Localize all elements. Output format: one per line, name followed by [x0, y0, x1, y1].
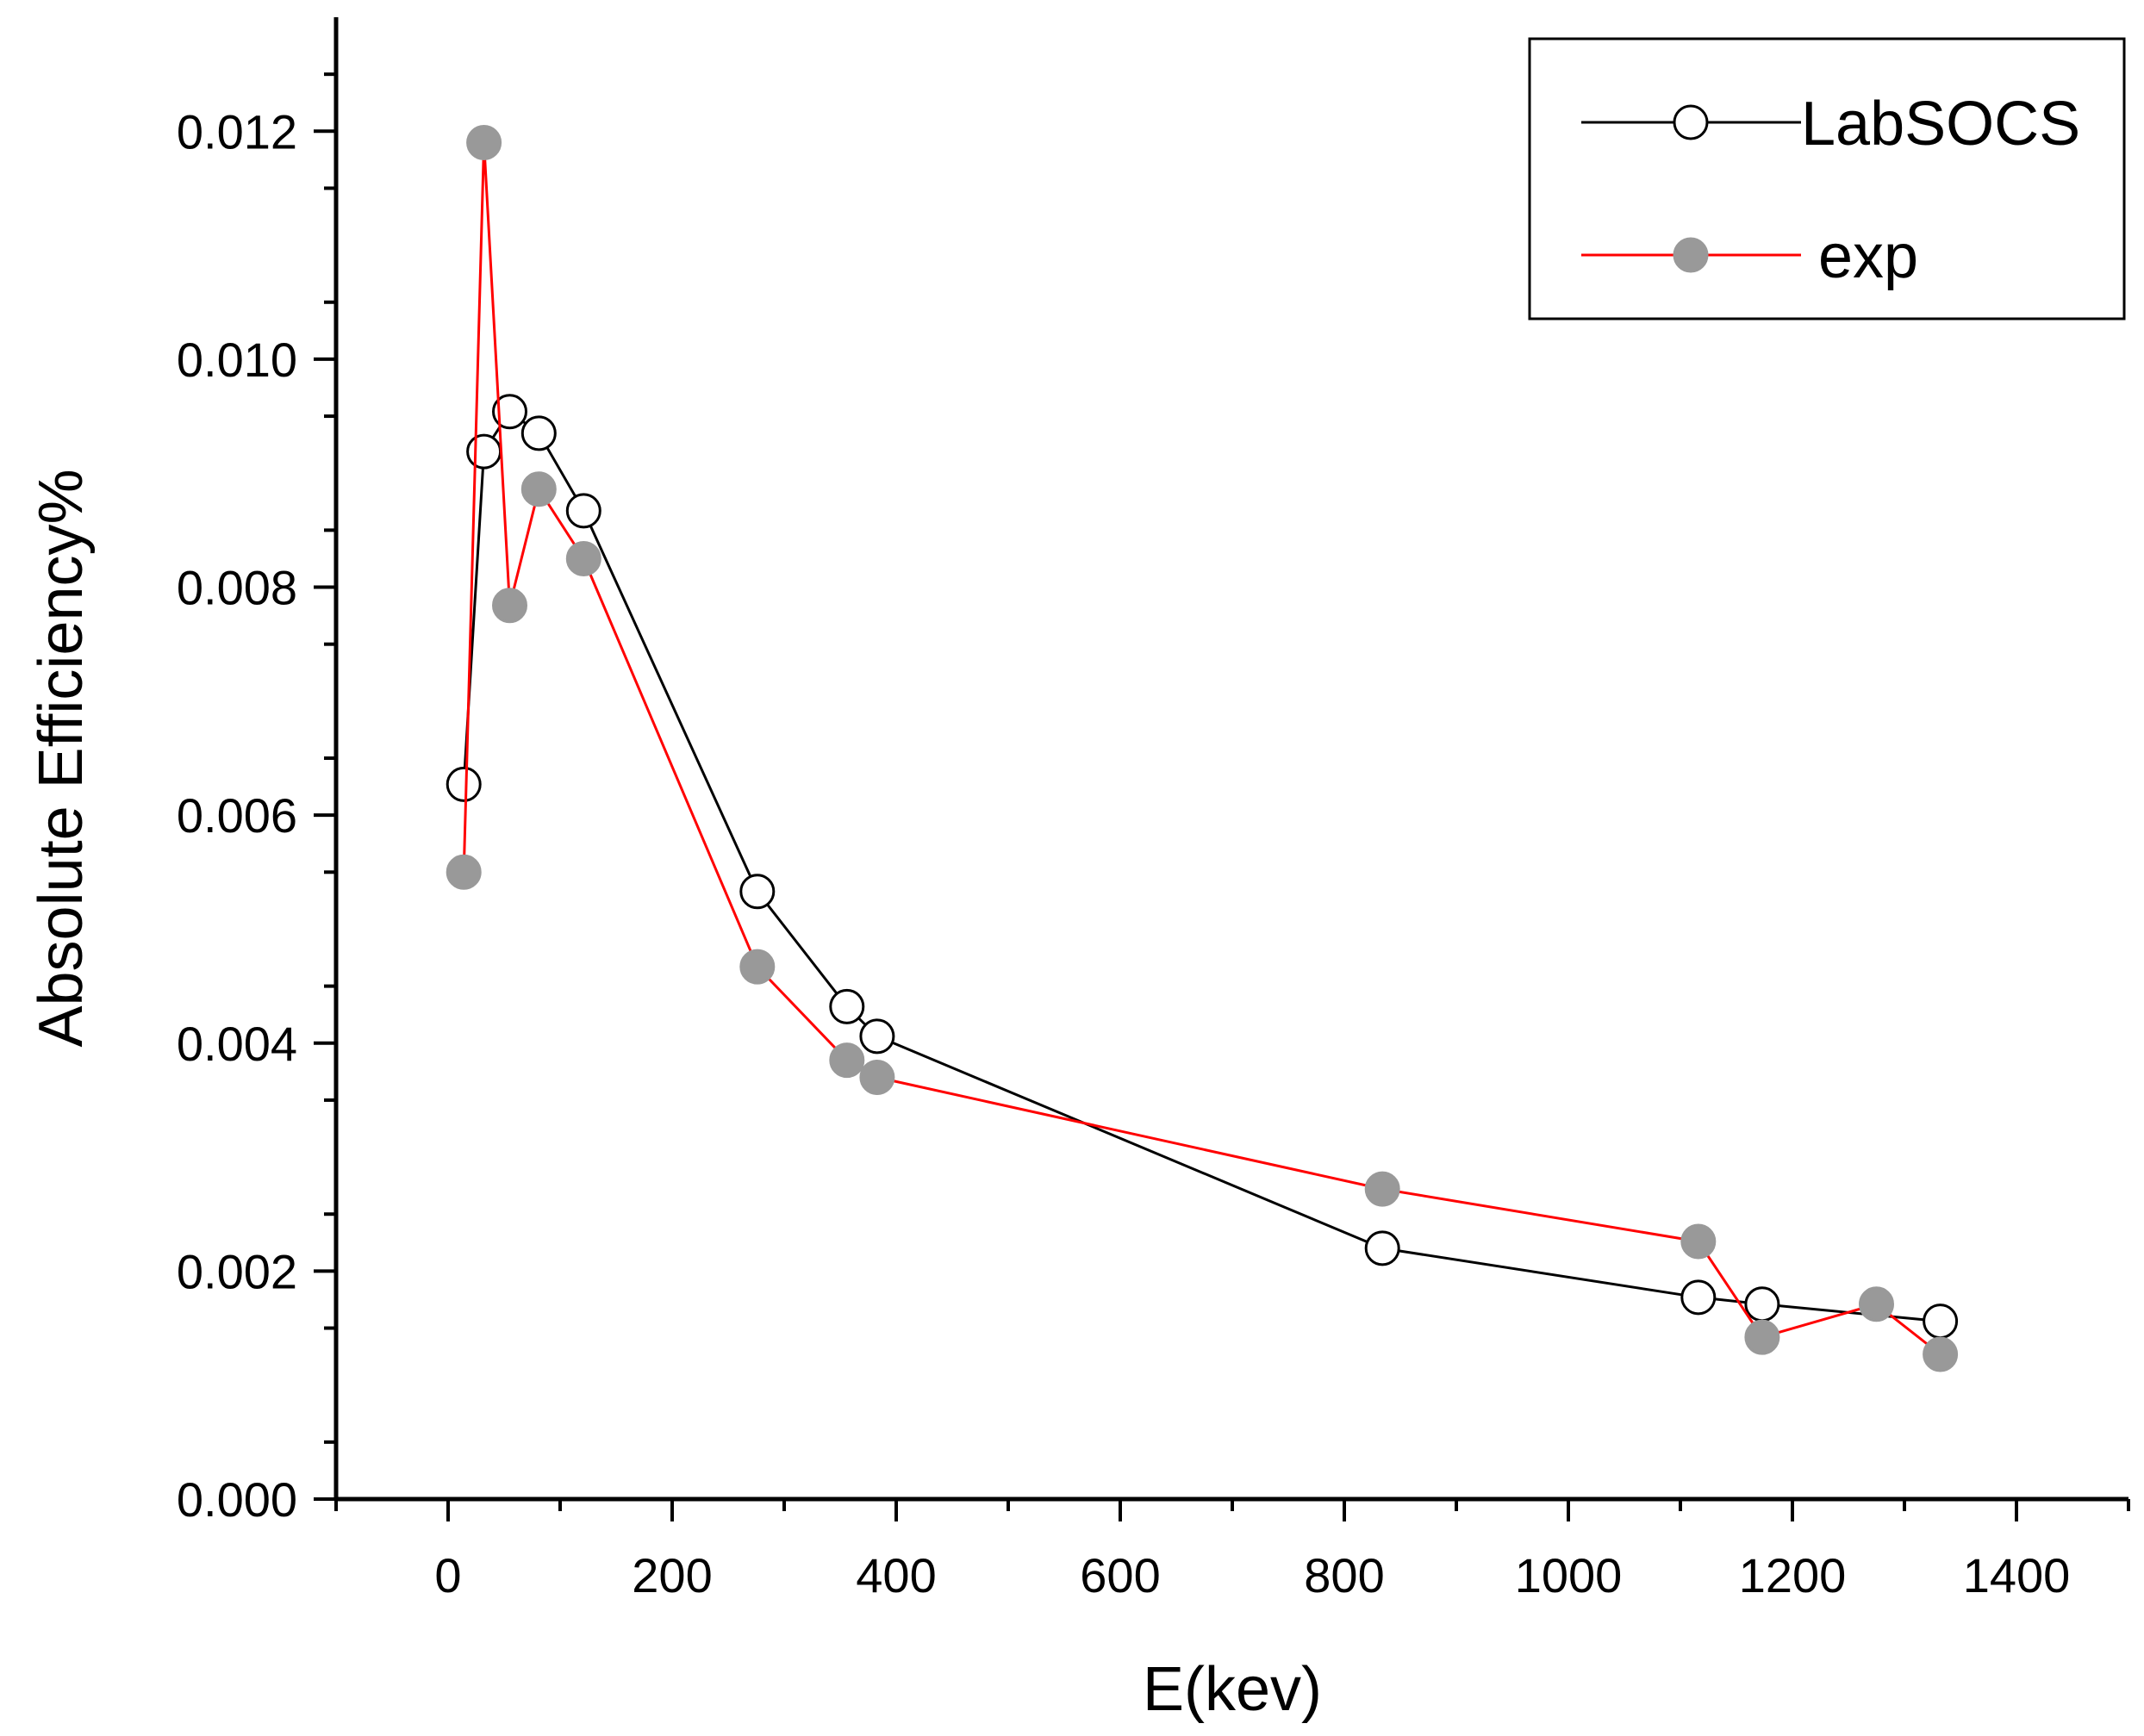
data-point-labsocs: [829, 988, 865, 1024]
data-point-labsocs: [492, 394, 527, 430]
data-point-labsocs: [466, 433, 502, 470]
data-point-exp: [739, 949, 776, 985]
data-point-labsocs: [520, 415, 557, 451]
legend: LabSOCS exp: [1528, 37, 2126, 320]
x-tick-label: 400: [856, 1548, 936, 1602]
data-point-labsocs: [1364, 1230, 1400, 1266]
legend-marker-exp: [1673, 237, 1709, 273]
x-tick-label: 200: [632, 1548, 712, 1602]
y-tick-label: 0.006: [177, 788, 297, 843]
data-point-exp: [1744, 1319, 1780, 1355]
x-tick-label: 800: [1304, 1548, 1384, 1602]
data-point-labsocs: [859, 1018, 895, 1055]
data-point-exp: [1859, 1286, 1894, 1322]
legend-marker-labsocs: [1673, 104, 1709, 140]
data-point-exp: [859, 1059, 895, 1095]
y-tick-label: 0.012: [177, 104, 297, 159]
series-exp: [446, 125, 1959, 1372]
legend-label-labsocs: LabSOCS: [1801, 90, 2080, 159]
data-point-exp: [520, 471, 557, 507]
y-tick-label: 0.008: [177, 561, 297, 615]
data-point-exp: [565, 540, 601, 576]
data-point-labsocs: [1680, 1279, 1717, 1316]
series-layer: [446, 125, 1959, 1372]
data-point-exp: [1680, 1223, 1717, 1260]
legend-box: [1528, 37, 2126, 320]
data-point-exp: [1923, 1336, 1959, 1372]
y-tick-label: 0.010: [177, 333, 297, 387]
series-labsocs: [446, 394, 1959, 1340]
data-point-labsocs: [739, 874, 776, 910]
x-tick-label: 600: [1080, 1548, 1160, 1602]
data-point-labsocs: [1923, 1304, 1959, 1340]
x-tick-label: 0: [434, 1548, 461, 1602]
data-point-labsocs: [446, 766, 482, 802]
x-tick-label: 1400: [1963, 1548, 2071, 1602]
data-point-labsocs: [1744, 1286, 1780, 1322]
data-point-labsocs: [565, 493, 601, 529]
y-tick-label: 0.004: [177, 1017, 297, 1071]
data-point-exp: [829, 1042, 865, 1079]
x-tick-label: 1200: [1739, 1548, 1847, 1602]
x-tick-label: 1000: [1515, 1548, 1623, 1602]
legend-label-exp: exp: [1818, 222, 1918, 291]
x-axis-title: E(kev): [1143, 1655, 1322, 1724]
y-tick-label: 0.000: [177, 1472, 297, 1527]
ticks: 0 200 400 600 800 1000 1200 1400 0.000 0.002 0.004…: [177, 72, 2130, 1602]
data-point-exp: [492, 588, 527, 624]
data-point-exp: [1364, 1171, 1400, 1207]
y-axis-title: Absolute Efficiency%: [27, 469, 96, 1047]
data-point-exp: [446, 854, 482, 890]
y-tick-label: 0.002: [177, 1244, 297, 1298]
data-point-exp: [466, 125, 502, 161]
